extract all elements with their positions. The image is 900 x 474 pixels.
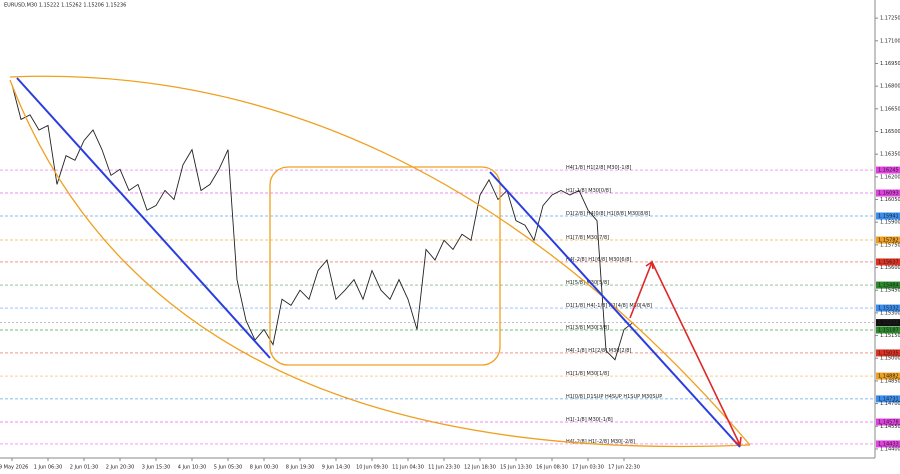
y-tick-label: 1.15450 (880, 288, 900, 294)
level-name: H1[3/8] M30[3/8] (566, 325, 609, 331)
y-tick-label: 1.15900 (880, 220, 900, 226)
series (11, 84, 634, 361)
x-tick-label: 8 Jun 19:30 (286, 465, 315, 471)
level-box (876, 258, 900, 266)
level-box (876, 326, 900, 334)
level-box (876, 236, 900, 244)
price-line (11, 84, 634, 361)
x-tick-label: 15 Jun 13:30 (500, 465, 532, 471)
level-box (876, 440, 900, 448)
level-name: D1[2/8] H4[0/8] H1[8/8] M30[8/8] (566, 211, 650, 217)
last-price-label: 1.15236 (878, 320, 899, 326)
x-tick-label: 12 Jun 18:30 (464, 465, 496, 471)
level-value: 1.14433 (878, 441, 899, 447)
level-value: 1.15484 (878, 283, 899, 289)
level-value: 1.15035 (878, 350, 899, 356)
level-box (876, 304, 900, 312)
x-tick-label: 5 Jun 05:30 (214, 465, 243, 471)
y-tick-label: 1.14400 (880, 446, 900, 452)
y-tick-label: 1.16500 (880, 129, 900, 135)
y-tick-label: 1.16050 (880, 197, 900, 203)
y-tick-label: 1.15600 (880, 265, 900, 271)
level-name: H1[-1/8] M30[-1/8] (566, 417, 613, 423)
level-name: H1[-1/8] M30[0/8] (566, 188, 611, 194)
level-value: 1.15332 (878, 306, 899, 312)
level-name: H4[1/8] H1[2/8] M30[-1/8] (566, 165, 631, 171)
x-tick-label: 10 Jun 09:30 (356, 465, 388, 471)
x-tick-label: 17 Jun 22:30 (608, 465, 640, 471)
trend-line (16, 77, 271, 359)
arrow-heads (645, 260, 742, 447)
level-value: 1.15187 (878, 327, 899, 333)
x-tick-label: 2 Jun 20:30 (106, 465, 135, 471)
y-tick-label: 1.17100 (880, 38, 900, 44)
x-tick-label: 8 Jun 00:30 (250, 465, 279, 471)
level-value: 1.14731 (878, 396, 899, 402)
level-name: H4[-1/8] H1[2/8] M30[2/8] (566, 348, 631, 354)
y-tick-label: 1.16800 (880, 84, 900, 90)
y-tick-label: 1.15000 (880, 356, 900, 362)
y-tick-label: 1.15300 (880, 310, 900, 316)
level-box (876, 189, 900, 197)
level-box (876, 418, 900, 426)
x-tick-label: 1 Jun 06:30 (34, 465, 63, 471)
level-name: H1[1/8] M30[1/8] (566, 371, 609, 377)
level-box (876, 166, 900, 174)
level-name: H4[-2/8] H1[-2/8] M30[-2/8] (566, 439, 635, 445)
level-box (876, 212, 900, 220)
arc-top (9, 75, 751, 446)
axis-labels: 1.17250 1.17100 1.16950 1.16800 1.16650 1.165… (0, 16, 900, 471)
x-tick-label: 11 Jun 04:30 (392, 465, 424, 471)
y-tick-label: 1.14850 (880, 378, 900, 384)
chart-title: EURUSD,M30 1.15222 1.15262 1.15206 1.152… (4, 3, 126, 9)
level-name: H4[-2/8] H1[6/8] M30[6/8] (566, 257, 631, 263)
last-price-box (876, 319, 900, 327)
drawings (9, 75, 751, 448)
level-value: 1.14882 (878, 374, 899, 380)
range-box (269, 166, 501, 366)
level-box (876, 281, 900, 289)
x-tick-label: 4 Jun 10:30 (178, 465, 207, 471)
level-value: 1.16093 (878, 191, 899, 197)
trend-line (489, 171, 741, 448)
level-value: 1.16245 (878, 168, 899, 174)
y-tick-label: 1.17250 (880, 16, 900, 22)
x-tick-label: 3 Jun 15:30 (142, 465, 171, 471)
y-tick-label: 1.16350 (880, 152, 900, 158)
level-value: 1.15782 (878, 238, 899, 244)
level-box (876, 349, 900, 357)
level-name: H1[7/8] M30[7/8] (566, 235, 609, 241)
y-tick-label: 1.15150 (880, 333, 900, 339)
level-value: 1.15941 (878, 214, 899, 220)
y-tick-label: 1.14550 (880, 424, 900, 430)
level-box (876, 372, 900, 380)
y-tick-label: 1.16200 (880, 174, 900, 180)
y-tick-label: 1.16950 (880, 61, 900, 67)
arc-bottom (9, 79, 751, 448)
x-tick-label: 29 May 2026 (0, 465, 28, 471)
x-tick-label: 16 Jun 08:30 (536, 465, 568, 471)
level-box (876, 395, 900, 403)
level-name: D1[1/8] H4[-1/8] H1[4/8] M30[4/8] (566, 303, 652, 309)
x-tick-label: 9 Jun 14:30 (322, 465, 351, 471)
y-tick-label: 1.16650 (880, 106, 900, 112)
x-tick-label: 2 Jun 01:30 (70, 465, 99, 471)
level-value: 1.14578 (878, 420, 899, 426)
level-name: H1[0/8] D1SUP H4SUP H1SUP M30SUP (566, 394, 662, 400)
y-tick-label: 1.15750 (880, 242, 900, 248)
level-value: 1.15637 (878, 259, 899, 265)
x-tick-label: 17 Jun 03:30 (572, 465, 604, 471)
y-tick-label: 1.14700 (880, 401, 900, 407)
x-tick-label: 11 Jun 23:30 (428, 465, 460, 471)
